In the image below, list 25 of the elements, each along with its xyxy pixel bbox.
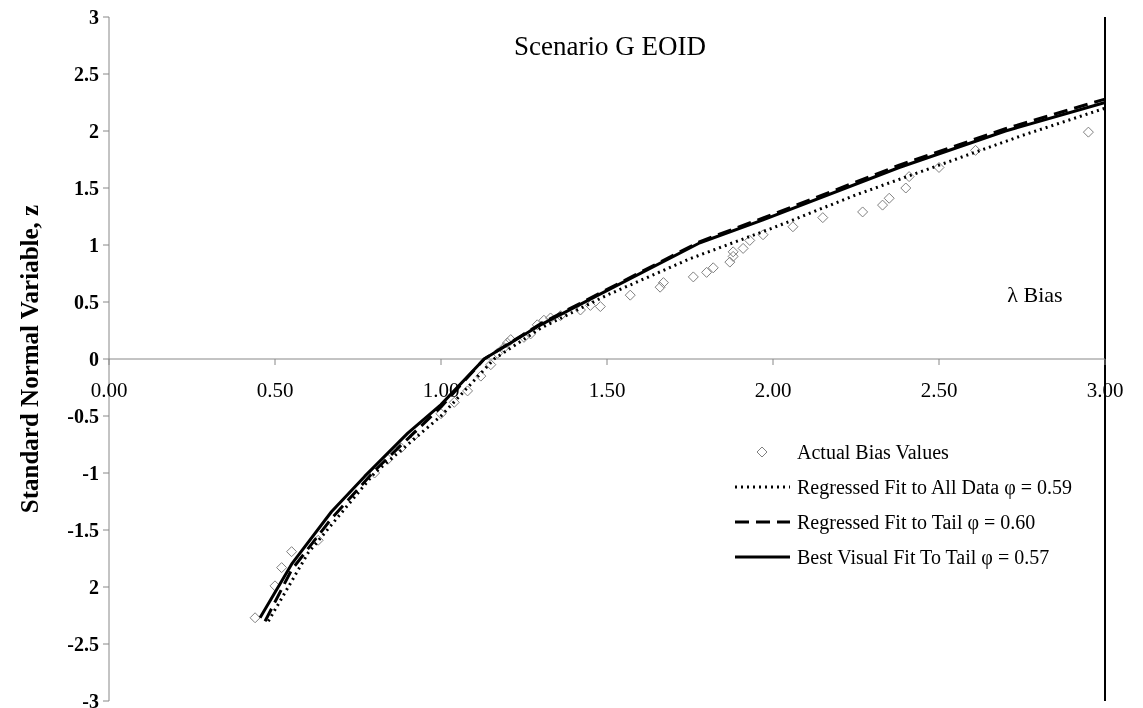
legend-label: Best Visual Fit To Tail φ = 0.57 [797,546,1050,569]
x-tick-label: 0.50 [256,378,294,402]
y-tick-label: -1.5 [67,519,99,541]
legend-label: Regressed Fit to Tail φ = 0.60 [797,511,1036,534]
x-tick-label: 0.00 [90,378,128,402]
x-tick-label: 2.50 [920,378,958,402]
y-tick-label: -1 [82,462,99,484]
x-axis-title: λ Bias [1007,282,1063,307]
x-tick-label: 1.50 [588,378,626,402]
y-tick-label: -0.5 [67,405,99,427]
y-tick-label: 0.5 [74,291,99,313]
text: Scenario G EOID [514,31,706,61]
x-tick-label: 2.00 [754,378,792,402]
y-tick-label: 2.5 [74,63,99,85]
y-axis-title: Standard Normal Variable, z [16,204,43,514]
y-tick-label: -3 [82,690,99,708]
y-tick-label: 2 [89,120,99,142]
y-tick-label: 1 [89,234,99,256]
legend-label: Regressed Fit to All Data φ = 0.59 [797,476,1073,499]
y-tick-label: 1.5 [74,177,99,199]
y-tick-label: 0 [89,348,99,370]
y-tick-label: 2 [89,576,99,598]
y-tick-label: 3 [89,6,99,28]
y-tick-label: -2.5 [67,633,99,655]
legend-label: Actual Bias Values [797,441,950,463]
